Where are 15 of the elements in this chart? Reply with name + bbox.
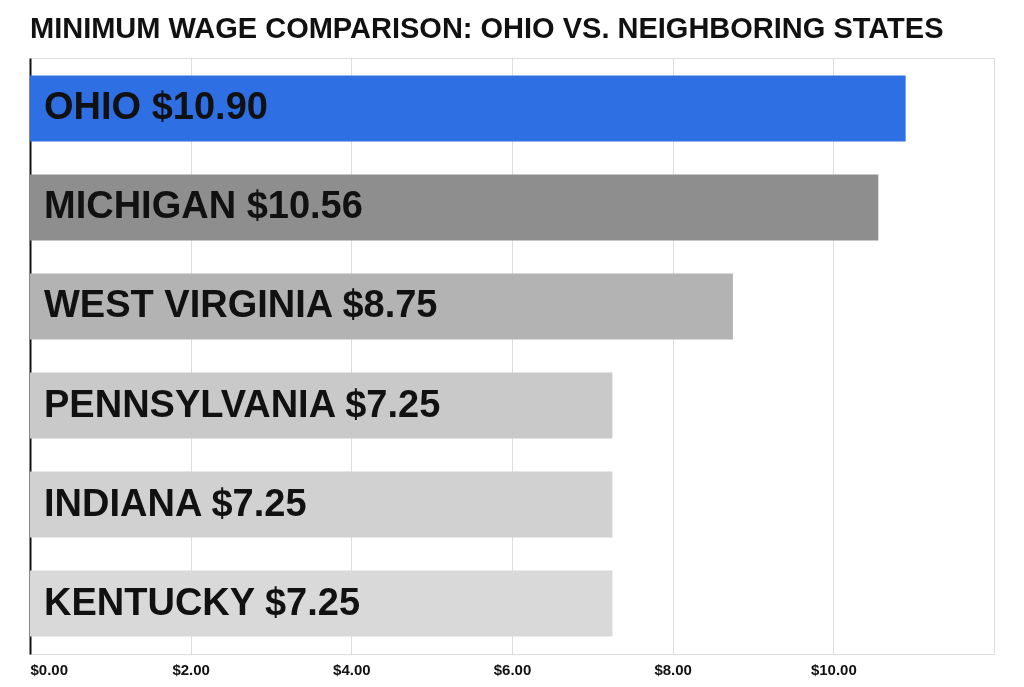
bar [30, 75, 906, 142]
category-label: KENTUCKY $7.25 [44, 580, 361, 623]
category-label: OHIO $10.90 [44, 85, 268, 128]
x-tick-label: $6.00 [493, 660, 532, 678]
chart-title: MINIMUM WAGE COMPARISON: OHIO VS. NEIGHBORING STATES [30, 12, 944, 44]
x-tick-label: $8.00 [654, 660, 692, 678]
x-tick-label: $10.00 [810, 660, 857, 678]
category-label: PENNSYLVANIA $7.25 [44, 382, 441, 425]
category-label: INDIANA $7.25 [44, 481, 307, 524]
x-tick-label: $4.00 [333, 660, 371, 678]
category-label: WEST VIRGINIA $8.75 [44, 283, 438, 326]
category-label: MICHIGAN $10.56 [44, 184, 363, 227]
bar [30, 174, 879, 241]
x-tick-label: $2.00 [172, 660, 210, 678]
x-tick-label: $0.00 [30, 660, 69, 678]
